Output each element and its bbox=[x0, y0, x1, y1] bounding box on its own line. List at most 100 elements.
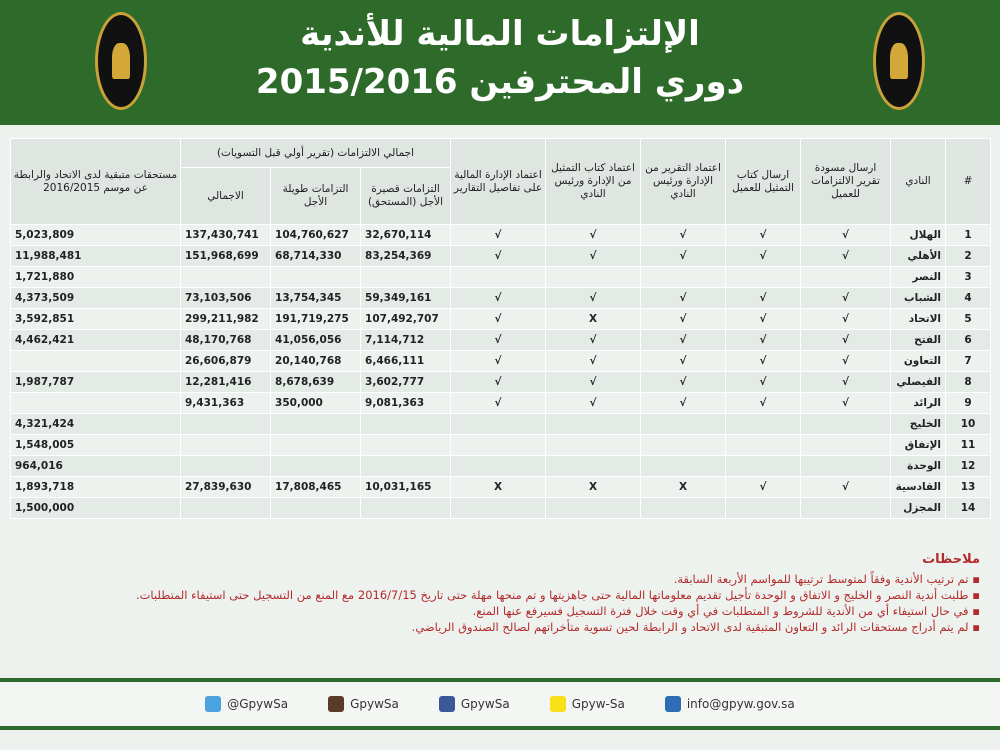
table-cell: √ bbox=[640, 245, 727, 267]
contact: info@gpyw.gov.sa bbox=[664, 696, 795, 712]
column-header: التزامات طويلة الأجل bbox=[270, 167, 362, 225]
table-cell: 6,466,111 bbox=[360, 350, 452, 372]
table-cell: √ bbox=[640, 392, 727, 414]
table-cell bbox=[270, 434, 362, 456]
table-row: 1 الهلال √ √ √ √ √ 32,670,114 104,760,627 137,430… bbox=[10, 224, 992, 246]
table-cell bbox=[179, 455, 272, 477]
table-cell: 137,430,741 bbox=[179, 224, 272, 246]
table-cell: X bbox=[545, 308, 642, 330]
table-cell: √ bbox=[725, 287, 802, 309]
table-row: 13 القادسية √ √ X X X 10,031,165 17,808,465 27,83… bbox=[10, 476, 992, 498]
table-cell bbox=[270, 455, 362, 477]
table-cell: √ bbox=[725, 224, 802, 246]
table-cell bbox=[640, 455, 727, 477]
table-cell: √ bbox=[800, 371, 892, 393]
table-cell: 10 bbox=[945, 413, 992, 435]
table-cell bbox=[10, 392, 181, 414]
table-cell bbox=[725, 413, 802, 435]
table-cell bbox=[545, 434, 642, 456]
table-cell: 59,349,161 bbox=[360, 287, 452, 309]
table-row: 7 التعاون √ √ √ √ √ 6,466,111 20,140,768 26,606,8… bbox=[10, 350, 992, 372]
column-header: # bbox=[945, 138, 992, 225]
table-cell: √ bbox=[545, 224, 642, 246]
table-cell: 41,056,056 bbox=[270, 329, 362, 351]
header-row: التزامات قصيرة الأجل (المستحق) التزامات ط… bbox=[11, 167, 991, 225]
table-cell: الخليج bbox=[890, 413, 947, 435]
note-item: طلبت أندية النصر و الخليج و الاتفاق و ال… bbox=[20, 587, 980, 603]
column-header: مستحقات متبقية لدى الاتحاد والرابطة عن م… bbox=[10, 138, 181, 225]
table-cell bbox=[545, 497, 642, 519]
contact-text: info@gpyw.gov.sa bbox=[686, 697, 795, 711]
table-cell: √ bbox=[640, 350, 727, 372]
table-cell: 191,719,275 bbox=[270, 308, 362, 330]
table-cell: 1 bbox=[945, 224, 992, 246]
table-cell: 299,211,982 bbox=[179, 308, 272, 330]
table-cell bbox=[10, 350, 181, 372]
table-cell bbox=[800, 497, 892, 519]
table-cell: الهلال bbox=[890, 224, 947, 246]
contact-icon bbox=[549, 696, 566, 712]
logo bbox=[95, 12, 147, 110]
table-cell: √ bbox=[800, 308, 892, 330]
table-cell bbox=[545, 455, 642, 477]
table-row: 9 الرائد √ √ √ √ √ 9,081,363 350,000 9,431,363 bbox=[10, 392, 992, 414]
table-cell bbox=[179, 497, 272, 519]
table-cell: 8 bbox=[945, 371, 992, 393]
table-cell: √ bbox=[800, 287, 892, 309]
table-row: 10 الخليج 4,321,424 bbox=[10, 413, 992, 435]
header-row: # النادي ارسال مسودة تقرير الالتزامات للعم… bbox=[10, 138, 992, 225]
table-cell: 83,254,369 bbox=[360, 245, 452, 267]
table-cell: الفتح bbox=[890, 329, 947, 351]
table-cell: √ bbox=[725, 371, 802, 393]
table-cell: القادسية bbox=[890, 476, 947, 498]
column-header: ارسال مسودة تقرير الالتزامات للعميل bbox=[800, 138, 892, 225]
table-cell: 1,721,880 bbox=[10, 266, 181, 288]
table-cell: √ bbox=[450, 329, 547, 351]
table-cell: 7,114,712 bbox=[360, 329, 452, 351]
table-cell: الفيصلي bbox=[890, 371, 947, 393]
table-cell bbox=[800, 413, 892, 435]
table-row: 6 الفتح √ √ √ √ √ 7,114,712 41,056,056 48,170,768… bbox=[10, 329, 992, 351]
title: الإلتزامات المالية للأندية bbox=[300, 14, 700, 54]
table-cell: 68,714,330 bbox=[270, 245, 362, 267]
contact-text: @GpywSa bbox=[227, 697, 289, 711]
table-cell: 1,893,718 bbox=[10, 476, 181, 498]
column-header: ارسال كتاب التمثيل للعميل bbox=[725, 138, 802, 225]
table-cell: 32,670,114 bbox=[360, 224, 452, 246]
table-cell bbox=[800, 266, 892, 288]
obligations-table: # النادي ارسال مسودة تقرير الالتزامات للعم… bbox=[10, 138, 992, 519]
column-header: اعتماد التقرير من الإدارة ورئيس النادي bbox=[640, 138, 727, 225]
table-row: 4 الشباب √ √ √ √ √ 59,349,161 13,754,345 73,103,5… bbox=[10, 287, 992, 309]
table-cell: √ bbox=[450, 392, 547, 414]
column-header: الاجمالي bbox=[179, 167, 272, 225]
table-cell: √ bbox=[545, 371, 642, 393]
table-cell bbox=[640, 497, 727, 519]
table-cell bbox=[360, 434, 452, 456]
table-cell: √ bbox=[725, 329, 802, 351]
table-cell: √ bbox=[800, 392, 892, 414]
table-cell: √ bbox=[640, 224, 727, 246]
table-cell: 2 bbox=[945, 245, 992, 267]
table-cell: 12,281,416 bbox=[179, 371, 272, 393]
contact-text: GpywSa bbox=[460, 697, 510, 711]
group-header: اجمالي الالتزامات (تقرير أولي قبل التسوي… bbox=[179, 138, 452, 168]
contact-text: Gpyw-Sa bbox=[571, 697, 625, 711]
table-cell bbox=[450, 434, 547, 456]
contact-text: GpywSa bbox=[350, 697, 399, 711]
table-cell: √ bbox=[725, 350, 802, 372]
table-cell bbox=[360, 413, 452, 435]
table-cell bbox=[179, 266, 272, 288]
table-row: 12 الوحدة 964,016 bbox=[10, 455, 992, 477]
table-cell bbox=[640, 266, 727, 288]
table-cell bbox=[545, 413, 642, 435]
footer: @GpywSa GpywSa GpywSa Gpyw-Sa info@gpyw.gov.… bbox=[0, 678, 1000, 730]
table-cell: الرائد bbox=[890, 392, 947, 414]
table-cell: 6 bbox=[945, 329, 992, 351]
table-cell: √ bbox=[800, 329, 892, 351]
table-cell: 3,602,777 bbox=[360, 371, 452, 393]
table-cell: 5 bbox=[945, 308, 992, 330]
table-cell: √ bbox=[800, 350, 892, 372]
table-row: 2 الأهلي √ √ √ √ √ 83,254,369 68,714,330 151,968,… bbox=[10, 245, 992, 267]
